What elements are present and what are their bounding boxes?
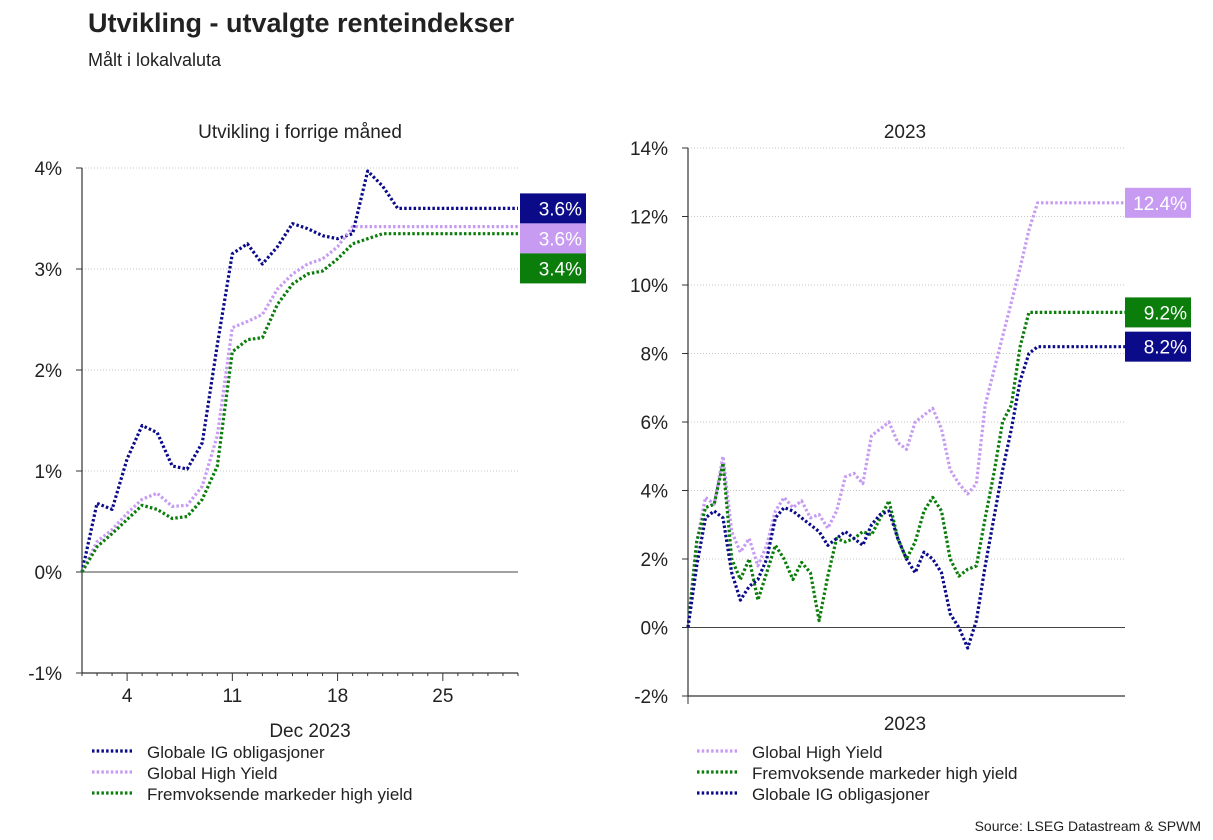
page-subtitle: Målt i lokalvaluta: [88, 50, 222, 70]
chart-1-y-tick-label: 0%: [641, 619, 669, 640]
chart-1-end-label-box: [1125, 331, 1191, 362]
chart-0-y-tick-label: 1%: [35, 462, 63, 483]
chart-1-y-tick-label: 6%: [641, 413, 669, 434]
chart-0-legend-label: Global High Yield: [147, 764, 277, 783]
chart-1-series-line-0: [686, 201, 1125, 628]
chart-1-end-label: 12.4%: [1133, 194, 1187, 215]
chart-0-title: Utvikling i forrige måned: [198, 122, 402, 143]
chart-0-series-line-2: [80, 232, 518, 573]
chart-0-end-label-box: [520, 223, 586, 254]
chart-1-legend-label: Fremvoksende markeder high yield: [752, 764, 1018, 783]
chart-0-end-label: 3.4%: [539, 259, 582, 280]
source-note: Source: LSEG Datastream & SPWM: [974, 818, 1201, 834]
chart-1-y-tick-label: -2%: [634, 687, 668, 708]
chart-1-title: 2023: [884, 122, 926, 143]
chart-1-end-label: 9.2%: [1144, 303, 1187, 324]
chart-0-x-label: Dec 2023: [269, 721, 350, 742]
chart-0-legend-label: Fremvoksende markeder high yield: [147, 785, 413, 804]
chart-1-end-label: 8.2%: [1144, 338, 1187, 359]
chart-0-end-label-box: [520, 253, 586, 284]
chart-1-y-tick-label: 12%: [630, 208, 668, 229]
chart-1-end-label-box: [1125, 187, 1191, 218]
chart-1-legend-label: Global High Yield: [752, 743, 882, 762]
chart-0-y-tick-label: -1%: [28, 664, 62, 685]
chart-1-series-line-2: [686, 345, 1125, 650]
chart-1-y-tick-label: 10%: [630, 276, 668, 297]
chart-1-y-tick-label: 14%: [630, 139, 668, 160]
chart-1-series-line-1: [686, 310, 1125, 628]
chart-1-legend-label: Globale IG obligasjoner: [752, 785, 930, 804]
chart-0-y-tick-label: 4%: [35, 159, 63, 180]
chart-0-end-label: 3.6%: [539, 229, 582, 250]
chart-1-y-tick-label: 2%: [641, 550, 669, 571]
chart-0-x-tick-label: 4: [122, 686, 133, 707]
page-title: Utvikling - utvalgte renteindekser: [88, 8, 515, 38]
chart-1-y-tick-label: 4%: [641, 482, 669, 503]
chart-1-x-label: 2023: [884, 714, 926, 735]
chart-0-y-tick-label: 2%: [35, 361, 63, 382]
chart-0-y-tick-label: 0%: [35, 563, 63, 584]
chart-0-legend-label: Globale IG obligasjoner: [147, 743, 325, 762]
chart-0-end-label-box: [520, 193, 586, 224]
chart-0-y-tick-label: 3%: [35, 260, 63, 281]
chart-0-x-tick-label: 18: [327, 686, 348, 707]
chart-0-series-line-1: [80, 225, 518, 573]
chart-0-x-tick-label: 11: [222, 686, 242, 707]
chart-0-end-label: 3.6%: [539, 199, 582, 220]
chart-1-y-tick-label: 8%: [641, 345, 669, 366]
chart-1-end-label-box: [1125, 297, 1191, 328]
chart-0-x-tick-label: 25: [432, 686, 453, 707]
chart-0-series-line-0: [80, 169, 518, 573]
